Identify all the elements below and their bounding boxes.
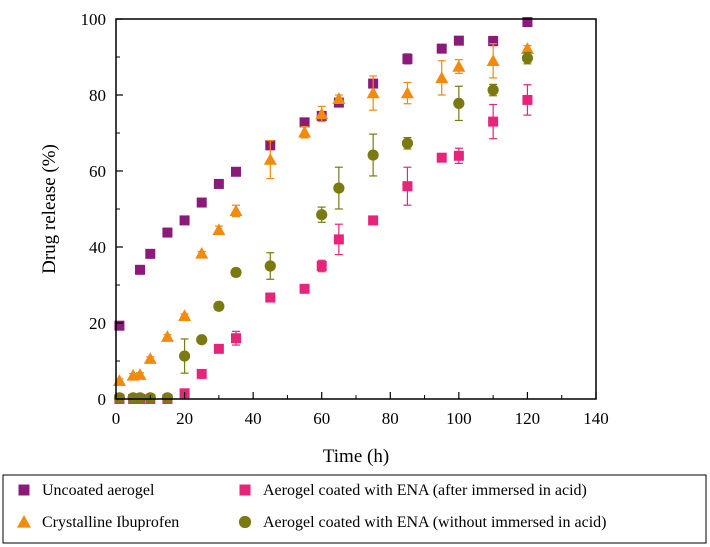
y-tick-label: 20	[89, 314, 106, 333]
data-point	[316, 261, 327, 271]
data-point	[231, 166, 241, 177]
legend-marker	[238, 515, 252, 529]
legend-marker	[239, 484, 251, 496]
y-tick-label: 0	[98, 390, 107, 409]
data-point	[196, 197, 207, 208]
y-tick-label: 100	[81, 10, 107, 29]
legend-label: Aerogel coated with ENA (without immerse…	[263, 514, 606, 531]
data-point	[298, 125, 312, 138]
data-point	[178, 309, 192, 321]
x-axis-title: Time (h)	[323, 446, 389, 467]
y-tick-label: 60	[89, 162, 106, 181]
data-point	[196, 368, 207, 379]
data-point	[520, 42, 534, 54]
data-point	[264, 260, 276, 272]
data-point	[230, 266, 242, 279]
data-point	[213, 300, 225, 312]
x-tick-label: 120	[515, 409, 541, 428]
legend-marker	[17, 515, 31, 528]
data-point	[316, 209, 328, 221]
data-point	[401, 137, 414, 149]
data-point	[368, 215, 379, 226]
legend-label: Crystalline Ibuprofen	[42, 514, 179, 531]
data-point	[367, 149, 379, 161]
data-point	[487, 84, 499, 96]
data-point	[522, 17, 533, 28]
data-point	[299, 283, 310, 294]
data-point	[453, 35, 464, 46]
data-point	[436, 43, 447, 54]
legend-box	[2, 474, 707, 544]
data-point	[453, 150, 464, 161]
data-point	[522, 94, 533, 105]
plot-frame	[115, 18, 597, 400]
data-point	[436, 152, 447, 163]
data-point	[333, 234, 344, 245]
data-point	[521, 52, 534, 64]
data-point	[114, 320, 125, 331]
data-point	[229, 204, 243, 217]
data-point	[486, 54, 500, 66]
x-tick-label: 20	[176, 409, 193, 428]
data-point	[161, 392, 174, 404]
data-point	[162, 227, 173, 238]
data-point	[366, 86, 380, 99]
y-axis-title: Drug release (%)	[39, 144, 60, 274]
series-1	[114, 17, 533, 331]
legend-label: Uncoated aerogel	[42, 482, 155, 499]
data-point	[145, 248, 156, 259]
x-axis-ticks: 0 20 40 60 80 100 120 140	[112, 392, 609, 428]
legend-label: Aerogel coated with ENA (after immersed …	[263, 482, 587, 499]
data-point	[231, 333, 241, 344]
data-point	[299, 117, 310, 128]
series-4	[113, 51, 534, 404]
data-point	[332, 92, 346, 104]
data-point	[488, 36, 499, 47]
data-point	[333, 182, 345, 194]
x-tick-label: 60	[313, 409, 330, 428]
data-point	[400, 86, 414, 99]
data-point	[133, 368, 147, 380]
data-point	[112, 374, 126, 386]
data-point	[263, 153, 277, 165]
y-tick-label: 40	[89, 238, 106, 257]
data-point	[402, 181, 413, 192]
legend: Uncoated aerogel Aerogel coated with ENA …	[17, 482, 606, 531]
data-point	[488, 116, 499, 127]
y-tick-label: 80	[89, 86, 106, 105]
data-point	[143, 352, 157, 364]
data-point	[212, 223, 226, 236]
y-axis-ticks: 0 20 40 60 80 100	[81, 10, 123, 409]
data-point	[178, 350, 191, 362]
x-tick-label: 100	[446, 409, 472, 428]
data-point	[453, 97, 465, 109]
x-tick-label: 40	[245, 409, 262, 428]
data-point	[134, 392, 146, 404]
data-point	[196, 334, 208, 346]
data-point	[179, 215, 190, 226]
data-point	[452, 60, 466, 72]
series-3	[114, 84, 533, 404]
data-point	[315, 107, 329, 120]
data-point	[213, 178, 224, 189]
data-point	[160, 330, 174, 342]
data-point	[213, 343, 224, 354]
x-tick-label: 0	[112, 409, 121, 428]
legend-marker	[18, 484, 30, 496]
data-point	[435, 71, 449, 84]
plot-marks	[112, 17, 534, 404]
x-tick-label: 80	[382, 409, 399, 428]
data-point	[195, 246, 209, 259]
x-tick-label: 140	[583, 409, 609, 428]
data-point	[135, 264, 145, 275]
data-point	[402, 53, 413, 64]
data-point	[265, 292, 276, 303]
